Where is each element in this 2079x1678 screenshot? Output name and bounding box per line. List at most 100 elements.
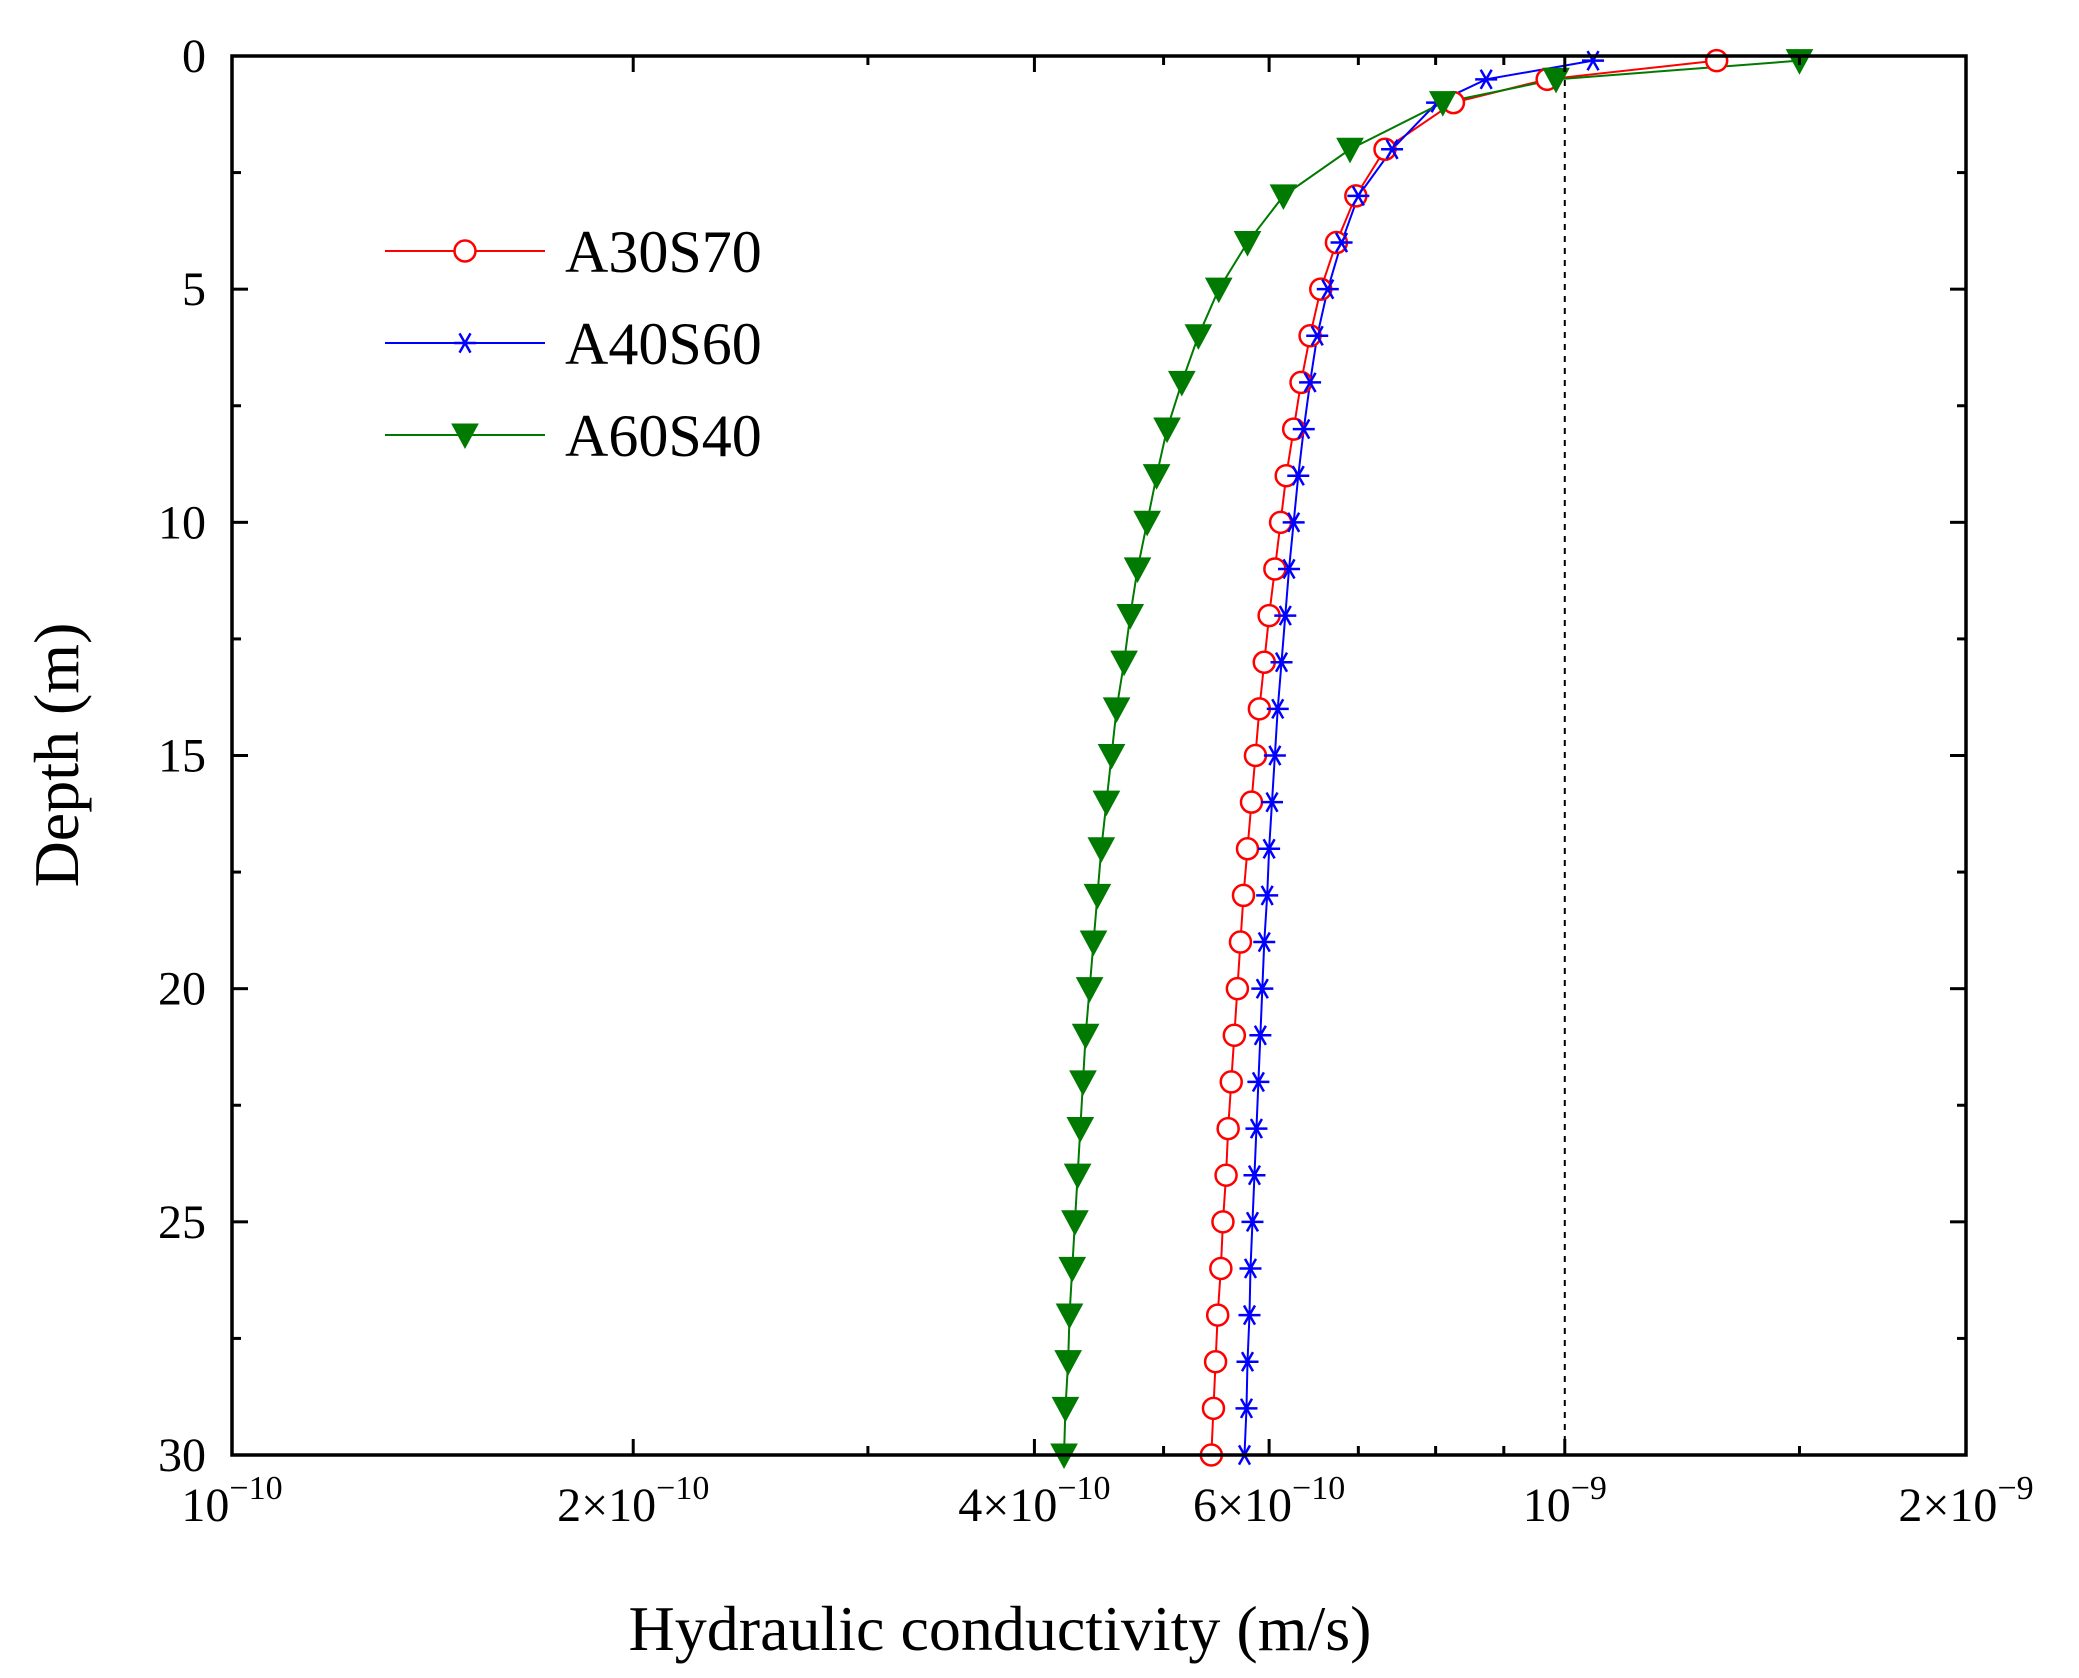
data-point (1216, 1116, 1240, 1141)
data-point (1243, 1165, 1266, 1186)
data-point (1258, 838, 1281, 859)
ticks-layer (230, 54, 1968, 1457)
data-point (1058, 1256, 1087, 1283)
data-point (1051, 1396, 1080, 1423)
y-tick-label: 30 (158, 1429, 206, 1482)
data-point (1274, 605, 1297, 626)
data-point (1228, 930, 1253, 954)
data-point (1542, 67, 1570, 94)
data-point (1083, 883, 1112, 910)
data-point (1236, 1351, 1259, 1372)
data-point (1133, 510, 1161, 537)
legend-label: A40S60 (565, 311, 762, 377)
data-point (1055, 1303, 1084, 1330)
data-point (1239, 1258, 1262, 1279)
data-point (1287, 465, 1310, 486)
y-tick-label: 5 (182, 263, 206, 316)
data-point (1336, 137, 1364, 164)
data-point (1292, 418, 1315, 440)
x-tick-label: 2×10−10 (557, 1470, 709, 1532)
data-point (1153, 417, 1181, 444)
y-tick-label: 25 (158, 1196, 206, 1249)
data-point (1123, 557, 1152, 584)
legend: A30S70 A40S60 A60S40 (385, 219, 762, 469)
x-tick-label: 4×10−10 (958, 1470, 1110, 1532)
data-point (1079, 930, 1108, 957)
data-point (1266, 698, 1289, 720)
data-point (1316, 278, 1339, 300)
data-point (1235, 1398, 1258, 1419)
y-tick-label: 20 (158, 963, 206, 1016)
legend-marker (453, 239, 477, 263)
data-point (1209, 1256, 1233, 1281)
x-tick-label: 6×10−10 (1193, 1470, 1345, 1532)
data-point (1270, 652, 1293, 673)
x-tick-label: 2×10−9 (1898, 1470, 2033, 1532)
data-point (1247, 1071, 1270, 1093)
data-point (1235, 837, 1260, 861)
data-point (1428, 91, 1457, 117)
data-point (1203, 1349, 1228, 1374)
data-point (1306, 325, 1329, 346)
data-point (1256, 885, 1279, 906)
data-point (1260, 791, 1283, 813)
markers-layer (1050, 48, 1814, 1470)
data-point (1054, 1350, 1082, 1376)
x-tick-label: 10−10 (181, 1470, 282, 1532)
data-point (1201, 1396, 1226, 1421)
data-point (1243, 743, 1268, 768)
y-tick-label: 10 (158, 496, 206, 549)
x-axis-title: Hydraulic conductivity (m/s) (629, 1593, 1372, 1664)
x-tick-label: 10−9 (1523, 1470, 1607, 1532)
data-point (1102, 697, 1131, 723)
data-point (1278, 558, 1301, 580)
data-point (1233, 230, 1262, 257)
data-point (1069, 1070, 1097, 1096)
y-tick-labels: 0 5 10 15 20 25 30 (158, 30, 206, 1482)
data-point (1211, 1210, 1235, 1234)
data-point (1475, 69, 1498, 90)
data-point (1225, 976, 1250, 1001)
legend-marker (451, 423, 479, 450)
data-point (1253, 931, 1276, 953)
data-point (1219, 1070, 1243, 1094)
y-tick-label: 15 (158, 730, 206, 783)
y-tick-label: 0 (182, 30, 206, 83)
legend-item: A60S40 (385, 403, 762, 469)
legend-label: A30S70 (565, 219, 762, 285)
data-point (1239, 790, 1264, 814)
data-point (1330, 232, 1353, 253)
data-point (1347, 185, 1370, 207)
data-point (1063, 1163, 1092, 1190)
data-point (1075, 977, 1104, 1003)
y-axis-title: Depth (m) (21, 623, 92, 888)
data-point (1245, 1118, 1268, 1139)
data-point (1231, 883, 1256, 908)
data-point (1061, 1210, 1089, 1236)
data-point (1381, 139, 1404, 160)
data-point (1204, 277, 1233, 304)
data-point (1282, 512, 1305, 533)
data-point (1087, 837, 1116, 863)
data-point (1097, 743, 1126, 770)
data-point (1238, 1304, 1261, 1326)
data-point (1214, 1163, 1238, 1187)
data-point (1184, 324, 1213, 350)
data-point (1299, 372, 1322, 393)
data-point (1142, 464, 1171, 490)
legend-item: A40S60 (385, 311, 762, 377)
x-tick-labels: 10−10 2×10−10 4×10−10 6×10−10 10−9 2×10−9 (181, 1470, 2033, 1532)
data-point (1066, 1117, 1095, 1143)
legend-item: A30S70 (385, 219, 762, 285)
data-point (1116, 604, 1145, 630)
data-point (1704, 48, 1729, 73)
data-point (1249, 1025, 1272, 1046)
data-point (1167, 370, 1196, 397)
data-point (1110, 650, 1138, 677)
data-point (1251, 978, 1274, 999)
data-point (1092, 790, 1121, 817)
data-point (1222, 1023, 1247, 1048)
data-point (1205, 1303, 1230, 1327)
